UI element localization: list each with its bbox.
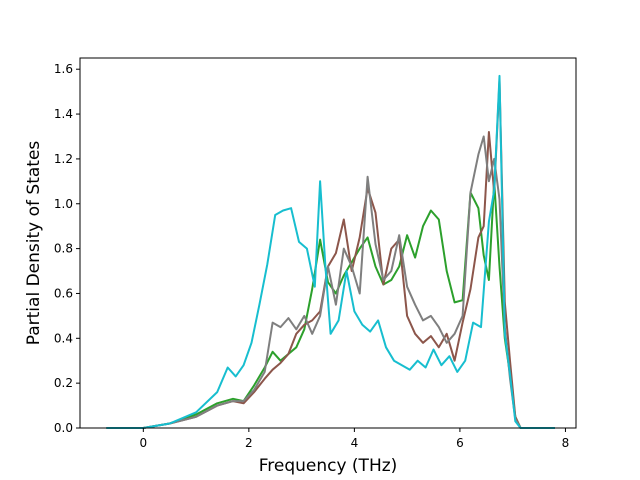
x-axis-label: Frequency (THz) [259,456,398,476]
x-ticks: 0 2 4 6 8 [139,428,569,450]
x-tick-label: 0 [139,436,147,450]
y-tick-label: 1.2 [54,152,73,166]
y-ticks: 0.0 0.2 0.4 0.6 0.8 1.0 1.2 1.4 1.6 [54,62,80,435]
series-line-4 [106,74,555,429]
y-tick-label: 1.4 [54,107,73,121]
y-tick-label: 1.6 [54,62,73,76]
y-axis-label: Partial Density of States [24,141,44,346]
y-tick-label: 0.6 [54,286,73,300]
plot-frame [79,57,577,429]
y-tick-label: 0.4 [54,331,73,345]
plot-area [80,58,576,428]
series-layer [106,74,555,429]
series-line-1 [106,180,555,429]
x-tick-label: 6 [456,436,464,450]
y-tick-label: 1.0 [54,197,73,211]
x-tick-label: 8 [562,436,570,450]
y-tick-label: 0.2 [54,376,73,390]
series-line-3 [106,135,555,429]
y-tick-label: 0.0 [54,421,73,435]
x-tick-label: 2 [245,436,253,450]
x-tick-label: 4 [351,436,359,450]
y-tick-label: 0.8 [54,242,73,256]
